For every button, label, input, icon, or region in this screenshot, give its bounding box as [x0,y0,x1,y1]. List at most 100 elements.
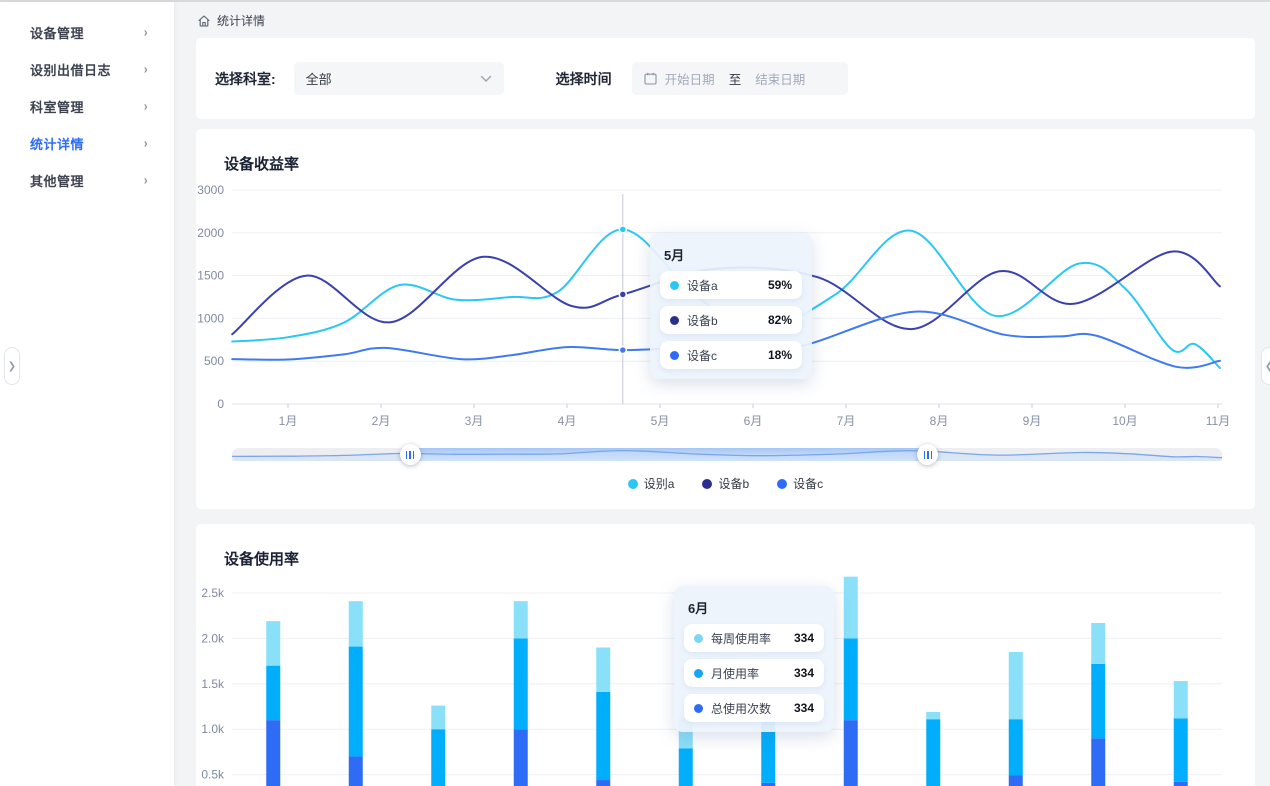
bar-segment-月使用率[interactable] [513,638,528,730]
end-date-placeholder[interactable]: 结束日期 [755,73,806,87]
bar-segment-总使用次数[interactable] [1091,738,1106,786]
tooltip-series-value: 334 [793,666,814,680]
bar-segment-总使用次数[interactable] [513,729,528,786]
legend-label: 设备c [793,477,824,491]
bar-segment-每周使用率[interactable] [843,576,858,639]
revenue-line-chart[interactable]: 3000 2000 1500 1000 500 0 1月 2月 3月 4月 5月 6月 7月 8月 9月 10… [196,129,1255,439]
sidebar-expand-handle[interactable]: ❯ [4,347,20,385]
calendar-icon [644,72,657,85]
bar-segment-每周使用率[interactable] [926,711,941,720]
bar-segment-总使用次数[interactable] [1173,781,1188,786]
chevron-right-icon: › [143,99,148,114]
series-dot [694,633,703,643]
bar-segment-每周使用率[interactable] [513,601,528,639]
breadcrumb: 统计详情 [197,12,1270,29]
svg-text:9月: 9月 [1023,414,1042,428]
start-date-placeholder[interactable]: 开始日期 [664,73,715,87]
sidebar-item-科室管理[interactable]: 科室管理 › [0,88,174,125]
datazoom-mini-chart [232,449,1222,461]
bar-segment-每周使用率[interactable] [1173,681,1188,719]
svg-text:11月: 11月 [1206,414,1230,428]
tooltip-title: 5月 [664,248,685,263]
bar-segment-月使用率[interactable] [1173,718,1188,782]
legend-label: 设备b [718,477,750,491]
bar-segment-每周使用率[interactable] [1091,622,1106,664]
bar-segment-总使用次数[interactable] [596,780,611,786]
bar-segment-月使用率[interactable] [1008,719,1023,776]
sidebar-item-其他管理[interactable]: 其他管理 › [0,162,174,199]
revenue-chart-tooltip: 5月 设备a 59% 设备b 82% 设备c 18% [650,233,812,379]
bar-segment-总使用次数[interactable] [843,720,858,786]
chevron-right-icon: ❯ [7,360,17,372]
handle-grip-line [927,450,929,459]
svg-text:1.5k: 1.5k [201,677,225,691]
bar-segment-月使用率[interactable] [266,665,281,721]
bar-segment-每周使用率[interactable] [348,601,363,647]
sidebar-item-设别出借日志[interactable]: 设别出借日志 › [0,51,174,88]
bar-segment-每周使用率[interactable] [596,647,611,692]
svg-text:7月: 7月 [837,414,856,428]
svg-text:2.0k: 2.0k [201,631,225,645]
department-label: 选择科室: [215,70,276,87]
tooltip-title: 6月 [688,601,709,616]
svg-text:2.5k: 2.5k [201,586,225,600]
bar-segment-总使用次数[interactable] [348,756,363,786]
sidebar-item-label: 设备管理 [30,26,85,41]
tooltip-series-name: 设备b [687,313,718,328]
svg-text:2月: 2月 [372,414,391,428]
chevron-right-icon: › [143,173,148,188]
revenue-chart-title: 设备收益率 [224,156,300,173]
tooltip-row: 月使用率 334 [684,659,824,687]
home-icon [198,14,210,27]
bar-segment-总使用次数[interactable] [266,720,281,786]
handle-grip-line [930,450,933,459]
svg-text:3月: 3月 [465,414,484,428]
usage-chart-tooltip: 6月 每周使用率 334 月使用率 334 总使用次数 334 [674,586,834,732]
legend-item-设备c[interactable]: 设备c [777,475,823,492]
svg-text:5月: 5月 [651,414,670,428]
tooltip-row: 每周使用率 334 [684,624,824,652]
bar-segment-月使用率[interactable] [431,729,446,786]
revenue-rate-chart-card: 设备收益率 3000 2000 1500 1000 500 0 1月 2月 3月 4月 5月 6月 7月… [196,129,1255,509]
bar-segment-每周使用率[interactable] [431,705,446,730]
bar-segment-月使用率[interactable] [843,638,858,721]
sidebar-item-统计详情[interactable]: 统计详情 › [0,125,174,162]
bar-segment-月使用率[interactable] [348,646,363,757]
sidebar: 设备管理 › 设别出借日志 › 科室管理 › 统计详情 › 其他管理 › [0,2,175,786]
series-dot [670,315,679,325]
legend-label: 设别a [643,477,675,491]
chart-legend: 设别a 设备b 设备c [196,475,1255,494]
bar-segment-月使用率[interactable] [678,748,693,786]
tooltip-series-value: 334 [793,701,814,715]
chevron-left-icon: ❮ [1265,361,1270,372]
tooltip-series-value: 334 [793,631,814,645]
chevron-right-icon: › [143,62,148,77]
datazoom-handle-left[interactable] [399,444,421,465]
bar-segment-月使用率[interactable] [596,691,611,781]
bar-segment-总使用次数[interactable] [1008,775,1023,786]
bar-segment-月使用率[interactable] [1091,663,1106,739]
legend-item-设别a[interactable]: 设别a [627,475,675,492]
svg-text:1.0k: 1.0k [201,722,225,736]
bar-segment-月使用率[interactable] [761,719,776,783]
main-content: 统计详情 选择科室: 全部 选择时间 开始日期 至 结束日期 [175,2,1270,786]
usage-bar-chart[interactable]: 2.5k 2.0k 1.5k 1.0k 0.5k [196,524,1255,786]
bar-segment-每周使用率[interactable] [266,621,281,666]
datazoom-slider[interactable] [232,444,1222,465]
tooltip-series-name: 设备a [687,278,718,293]
sidebar-item-设备管理[interactable]: 设备管理 › [0,14,174,51]
svg-text:4月: 4月 [558,414,577,428]
series-dot [670,280,679,290]
tooltip-series-name: 设备c [687,348,718,363]
chevron-right-icon: › [143,136,148,151]
panel-collapse-handle[interactable]: ❮ [1261,347,1270,385]
svg-text:10月: 10月 [1112,414,1137,428]
bar-segment-月使用率[interactable] [926,719,941,786]
date-range-picker[interactable]: 开始日期 至 结束日期 [631,62,848,95]
handle-grip-line [412,450,415,459]
bar-segment-总使用次数[interactable] [761,782,776,786]
legend-item-设备b[interactable]: 设备b [702,475,749,492]
datazoom-handle-right[interactable] [917,444,939,465]
bar-segment-每周使用率[interactable] [1008,652,1023,720]
department-select[interactable]: 全部 [293,62,504,95]
